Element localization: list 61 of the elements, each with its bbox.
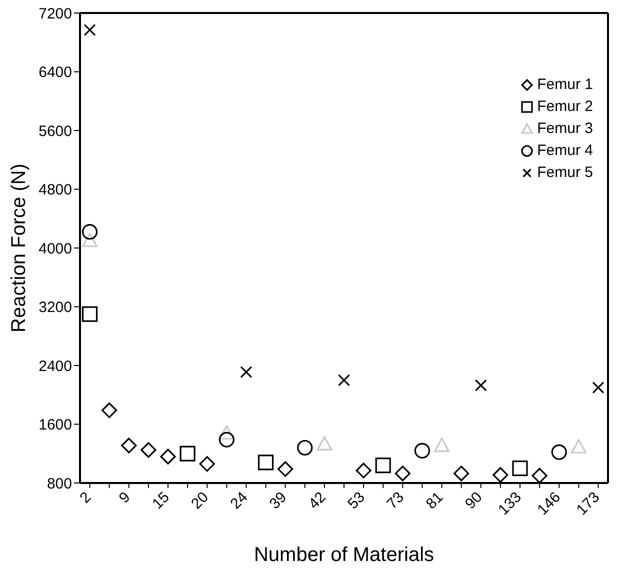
y-tick-label: 6400 bbox=[38, 64, 72, 82]
x-tick-label: 15 bbox=[149, 488, 173, 513]
legend-label: Femur 5 bbox=[537, 164, 593, 181]
point bbox=[140, 442, 156, 458]
point bbox=[532, 468, 548, 483]
legend-label: Femur 3 bbox=[537, 120, 593, 137]
point bbox=[160, 448, 176, 464]
x-tick-label: 9 bbox=[116, 488, 134, 507]
point bbox=[218, 425, 234, 440]
point bbox=[375, 458, 391, 474]
point bbox=[82, 232, 98, 248]
y-axis-title: Reaction Force (N) bbox=[8, 164, 30, 332]
point bbox=[338, 374, 350, 386]
x-tick-label: 24 bbox=[227, 488, 252, 513]
x-tick-label: 146 bbox=[534, 488, 564, 519]
point bbox=[434, 438, 450, 452]
point bbox=[102, 402, 118, 418]
y-tick-label: 4800 bbox=[38, 182, 72, 199]
x-tick-label: 42 bbox=[305, 488, 330, 513]
point bbox=[316, 436, 332, 450]
point bbox=[356, 462, 372, 478]
y-tick-label: 800 bbox=[46, 475, 72, 492]
point bbox=[82, 224, 98, 240]
x-tick-label: 2 bbox=[76, 488, 95, 507]
point bbox=[492, 467, 508, 483]
point bbox=[592, 381, 604, 394]
point bbox=[258, 454, 274, 470]
x-tick-label: 20 bbox=[188, 488, 212, 513]
y-tick-label: 3200 bbox=[38, 299, 72, 316]
point bbox=[180, 446, 196, 462]
point bbox=[512, 460, 528, 476]
y-tick-label: 5600 bbox=[38, 122, 72, 140]
point bbox=[84, 24, 96, 36]
x-tick-label: 90 bbox=[462, 488, 486, 513]
x-tick-label: 133 bbox=[495, 488, 525, 519]
x-tick-label: 81 bbox=[422, 488, 447, 513]
point bbox=[551, 444, 567, 460]
point bbox=[199, 456, 215, 472]
x-tick-label: 173 bbox=[573, 488, 604, 519]
y-tick-label: 1600 bbox=[38, 416, 72, 434]
y-tick-label: 2400 bbox=[38, 358, 72, 375]
point bbox=[278, 461, 294, 477]
point bbox=[82, 306, 98, 322]
point bbox=[454, 466, 470, 482]
point bbox=[218, 432, 234, 448]
point bbox=[394, 466, 410, 482]
point bbox=[240, 366, 252, 378]
x-tick-label: 53 bbox=[344, 488, 368, 513]
legend-label: Femur 2 bbox=[537, 98, 593, 115]
legend-label: Femur 1 bbox=[537, 76, 593, 93]
point bbox=[414, 442, 430, 458]
legend-label: Femur 4 bbox=[537, 142, 593, 159]
point bbox=[570, 439, 586, 454]
point bbox=[474, 379, 487, 392]
y-tick-label: 4000 bbox=[38, 240, 72, 258]
x-tick-label: 39 bbox=[266, 488, 290, 513]
x-axis-title: Number of Materials bbox=[254, 544, 434, 566]
y-tick-label: 7200 bbox=[38, 5, 72, 22]
point bbox=[297, 440, 313, 456]
x-tick-label: 73 bbox=[384, 488, 408, 513]
point bbox=[121, 438, 137, 454]
